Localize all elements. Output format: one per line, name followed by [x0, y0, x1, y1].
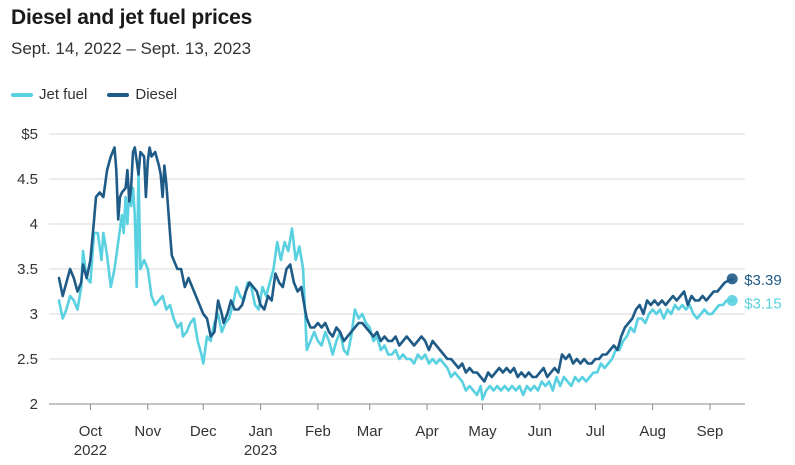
y-tick-label: 2: [30, 396, 38, 413]
legend-label-diesel: Diesel: [135, 86, 178, 103]
x-tick-label: Apr: [415, 423, 438, 440]
x-tick-label: Oct: [79, 423, 103, 440]
legend-swatch-diesel: [107, 92, 130, 97]
series-line-jet-fuel: [57, 168, 734, 401]
legend-swatch-jet-fuel: [11, 92, 33, 97]
y-tick-label: $5: [21, 126, 38, 143]
x-tick-label: May: [468, 423, 497, 440]
x-tick-label: Dec: [190, 423, 217, 440]
series-line-diesel: [57, 146, 734, 383]
x-tick-label: Sep: [697, 423, 724, 440]
x-tick-label: Jan: [248, 423, 272, 440]
x-tick-year-label: 2023: [244, 442, 277, 459]
x-tick-label: Nov: [134, 423, 161, 440]
legend-label-jet-fuel: Jet fuel: [39, 86, 88, 103]
y-tick-label: 4: [30, 216, 38, 233]
x-tick-label: Aug: [639, 423, 666, 440]
legend-item-diesel: Diesel: [107, 86, 177, 103]
series-end-marker-diesel: [726, 273, 738, 285]
x-tick-label: Mar: [357, 423, 383, 440]
series-end-label-jet-fuel: $3.15: [744, 296, 782, 313]
x-tick-label: Jul: [586, 423, 605, 440]
x-tick-label: Jun: [528, 423, 552, 440]
series-end-marker-jet-fuel: [726, 295, 738, 306]
legend-item-jet-fuel: Jet fuel: [11, 86, 87, 103]
series-end-label-diesel: $3.39: [744, 272, 782, 289]
y-tick-label: 3.5: [17, 261, 38, 278]
y-tick-label: 4.5: [17, 171, 38, 188]
x-tick-label: Feb: [305, 423, 331, 440]
legend: Jet fuel Diesel: [11, 86, 197, 103]
y-tick-label: 2.5: [17, 351, 38, 368]
chart-subtitle: Sept. 14, 2022 – Sept. 13, 2023: [11, 39, 252, 58]
y-tick-label: 3: [30, 306, 38, 323]
chart-title: Diesel and jet fuel prices: [11, 6, 253, 29]
x-tick-year-label: 2022: [74, 442, 107, 459]
